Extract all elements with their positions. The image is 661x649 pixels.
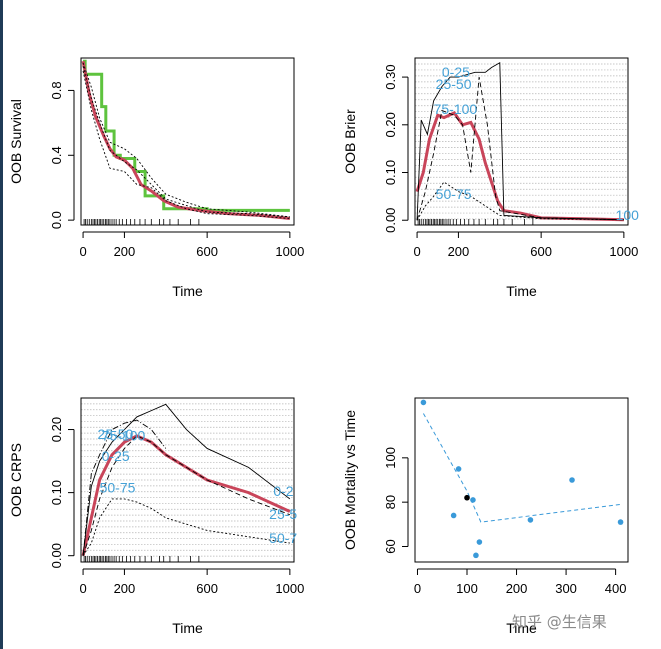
y-tick-label: 0.0 <box>49 211 64 229</box>
x-tick-label: 600 <box>196 244 218 259</box>
y-axis-title: OOB Survival <box>8 99 24 184</box>
annotation-label: 50-75 <box>436 186 472 202</box>
series-line-3 <box>82 70 290 219</box>
y-tick-label: 0.10 <box>49 480 64 505</box>
annotation-label: 25-5 <box>269 506 297 522</box>
y-tick-label: 0.00 <box>383 208 398 233</box>
x-tick-label: 200 <box>114 581 136 596</box>
scatter-point <box>476 539 483 545</box>
scatter-point <box>473 552 479 559</box>
annotation-label: 75-100 <box>434 101 478 117</box>
x-tick-label: 600 <box>196 581 218 596</box>
series-line-4 <box>82 62 290 218</box>
y-tick-label: 0.20 <box>383 112 398 137</box>
plot-frame <box>414 397 629 563</box>
y-tick-label: 0.4 <box>49 146 64 164</box>
annotation-label: 25-50 <box>98 426 134 442</box>
series-line-2 <box>416 62 624 221</box>
x-tick-label: 200 <box>114 244 136 259</box>
x-tick-label: 100 <box>456 581 478 596</box>
y-tick-label: 0.8 <box>49 81 64 99</box>
x-tick-label: 1000 <box>275 244 304 259</box>
scatter-point <box>455 466 462 472</box>
annotation-label: 0-25 <box>102 448 130 464</box>
y-tick-label: 80 <box>383 495 398 509</box>
y-tick-label: 0.20 <box>49 417 64 442</box>
y-tick-label: 100 <box>383 447 398 469</box>
annotation-label: 50-7 <box>269 530 297 546</box>
annotation-label: 50-75 <box>100 480 136 496</box>
chart-panel-2: 0 200 600 1000 0.00 0.10 0.20 0.30 Time OOB Brier… <box>342 57 640 299</box>
scatter-point <box>464 494 470 501</box>
x-tick-label: 1000 <box>275 581 304 596</box>
x-tick-label: 0 <box>79 581 86 596</box>
annotation-label: 25-50 <box>436 76 472 92</box>
series-line-1 <box>83 59 290 212</box>
series-line-4 <box>82 498 290 556</box>
plot-frame <box>80 57 295 226</box>
x-tick-label: 600 <box>530 244 552 259</box>
scatter-point <box>617 519 624 525</box>
scatter-point <box>470 497 476 503</box>
series-line-5 <box>82 419 167 556</box>
y-tick-label: 60 <box>383 539 398 553</box>
watermark: 知乎 @生信果 <box>512 613 607 631</box>
x-axis-title: Time <box>506 620 537 636</box>
window-left-edge <box>0 0 3 649</box>
series-line-2 <box>82 403 291 556</box>
chart-panel-1: 0 200 600 1000 0.0 0.4 0.8 Time OOB Survival <box>8 57 304 299</box>
annotation-label: 100 <box>616 207 640 223</box>
scatter-point <box>450 512 457 519</box>
trend-line <box>422 413 621 523</box>
series-line-1 <box>81 434 291 557</box>
x-tick-label: 400 <box>605 581 627 596</box>
y-tick-label: 0.10 <box>383 160 398 185</box>
x-tick-label: 300 <box>555 581 577 596</box>
scatter-point <box>527 517 534 523</box>
series-line-3 <box>416 77 624 221</box>
y-axis-title: OOB Brier <box>342 109 358 174</box>
scatter-point <box>420 399 427 406</box>
x-tick-label: 200 <box>448 244 470 259</box>
series-line-1 <box>415 110 624 222</box>
y-axis-title: OOB CRPS <box>8 443 24 517</box>
y-tick-label: 0.30 <box>383 64 398 89</box>
x-tick-label: 0 <box>79 244 86 259</box>
x-tick-label: 1000 <box>609 244 638 259</box>
y-axis-title: OOB Mortality vs Time <box>342 410 358 550</box>
annotation-label: 0-2 <box>273 483 293 499</box>
y-tick-label: 0.00 <box>49 543 64 568</box>
plot-frame <box>414 57 629 226</box>
series-line-4 <box>416 181 624 221</box>
x-tick-label: 200 <box>506 581 528 596</box>
x-axis-title: Time <box>172 283 203 299</box>
x-tick-label: 0 <box>413 244 420 259</box>
x-axis-title: Time <box>506 283 537 299</box>
chart-panel-4: 0 100 200 300 400 60 80 100 Time OOB Mortality vs… <box>342 397 629 636</box>
scatter-point <box>569 477 575 483</box>
x-tick-label: 0 <box>414 581 421 596</box>
series-line-3 <box>82 435 291 556</box>
x-axis-title: Time <box>172 620 203 636</box>
annotation-label: 75-100 <box>102 427 146 443</box>
plot-frame <box>80 397 295 563</box>
series-line-5 <box>82 65 290 218</box>
annotation-label: 0-25 <box>442 64 470 80</box>
